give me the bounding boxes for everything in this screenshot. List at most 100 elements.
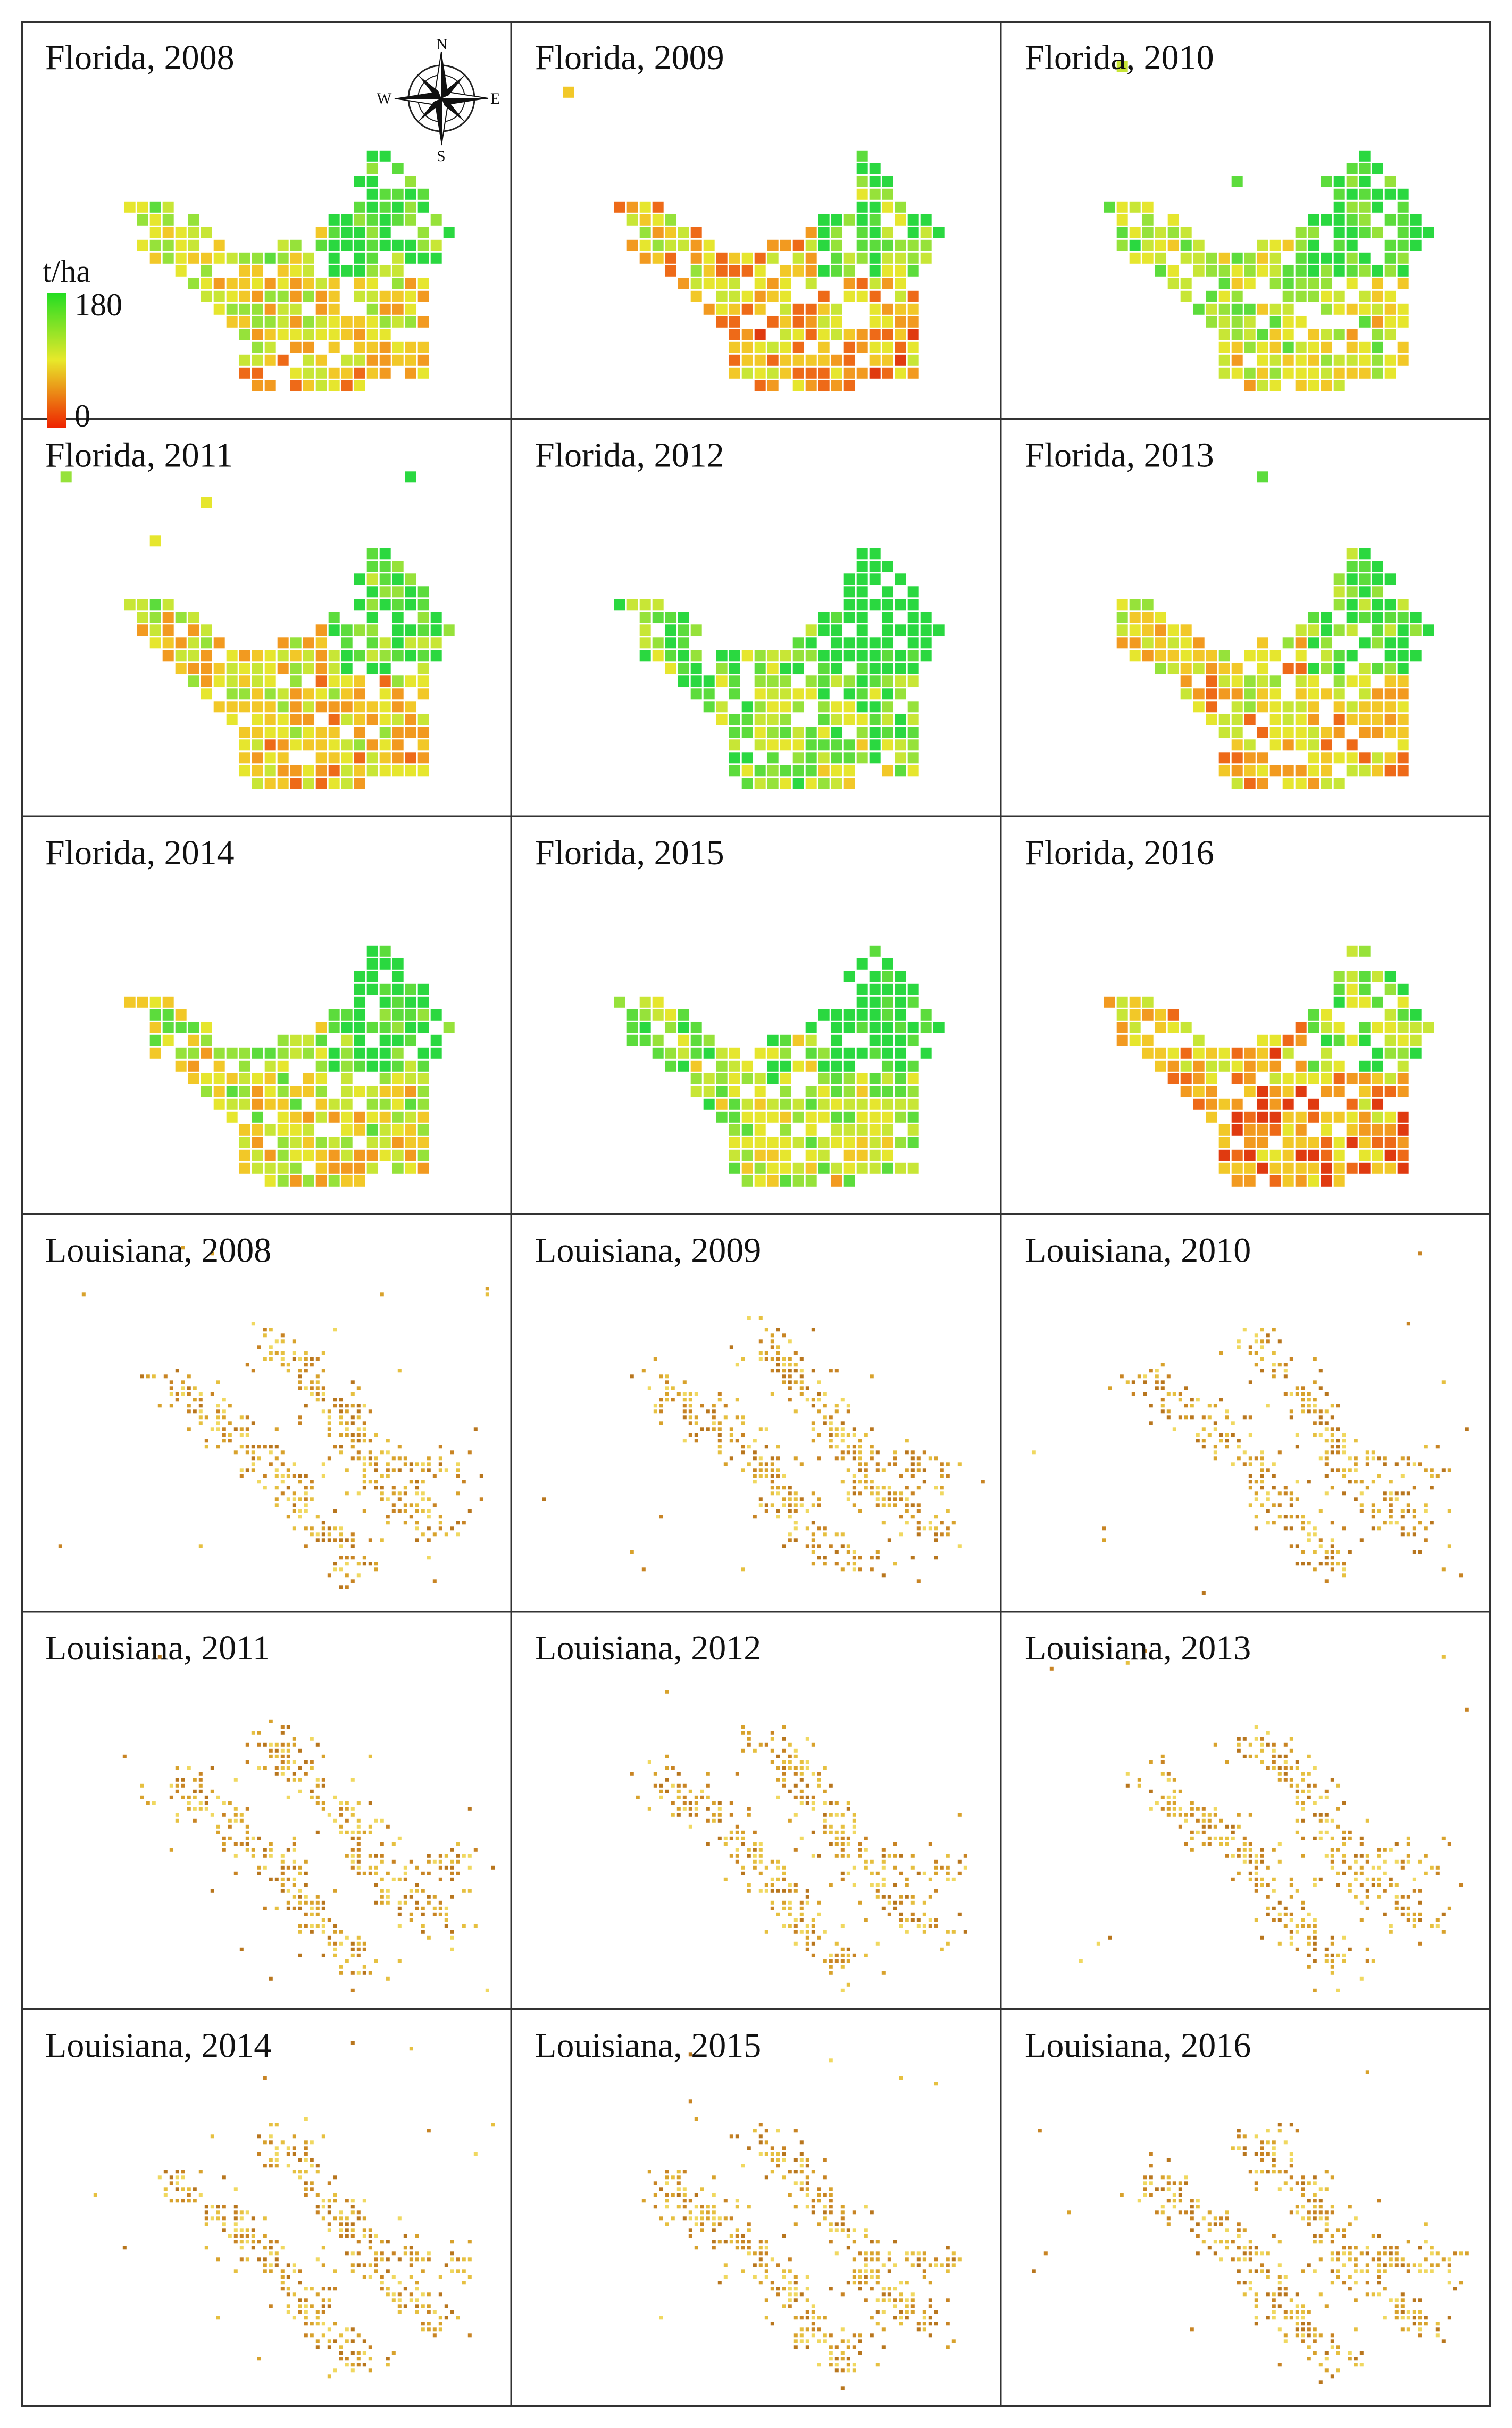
yield-field-cell xyxy=(690,239,702,251)
yield-field-cell xyxy=(350,1532,355,1537)
yield-field-cell xyxy=(193,1789,197,1793)
yield-field-cell xyxy=(341,214,353,226)
yield-field-cell xyxy=(678,239,689,251)
yield-field-cell xyxy=(1430,1474,1434,1478)
yield-field-cell xyxy=(1371,1515,1375,1519)
yield-field-cell xyxy=(934,1538,938,1542)
yield-field-cell xyxy=(1116,239,1128,251)
yield-field-cell xyxy=(788,1386,792,1390)
yield-field-cell xyxy=(682,2193,687,2197)
yield-field-cell xyxy=(1342,1854,1346,1858)
yield-field-cell xyxy=(780,1034,791,1046)
yield-field-cell xyxy=(780,278,791,289)
yield-field-cell xyxy=(198,1783,203,1788)
yield-field-cell xyxy=(1167,637,1179,649)
yield-field-cell xyxy=(366,1137,378,1148)
yield-field-cell xyxy=(1441,1930,1446,1934)
yield-field-cell xyxy=(1260,1462,1264,1466)
yield-field-cell xyxy=(1384,573,1396,585)
yield-field-cell xyxy=(1260,1345,1264,1349)
yield-field-cell xyxy=(1225,1842,1229,1846)
yield-field-cell xyxy=(327,1941,331,1946)
yield-field-cell xyxy=(829,1971,833,1975)
yield-field-cell xyxy=(417,996,429,1008)
yield-field-cell xyxy=(292,1836,296,1840)
yield-field-cell xyxy=(1308,1073,1319,1084)
yield-field-cell xyxy=(1143,1380,1147,1384)
yield-field-cell xyxy=(776,1369,780,1373)
yield-field-cell xyxy=(818,1098,830,1110)
yield-field-cell xyxy=(379,599,391,611)
yield-field-cell xyxy=(652,650,664,662)
yield-field-cell xyxy=(233,2240,238,2244)
yield-field-cell xyxy=(770,2146,774,2150)
yield-field-cell xyxy=(682,1807,687,1811)
yield-field-cell xyxy=(1308,252,1319,264)
yield-field-cell xyxy=(397,1912,402,1916)
yield-field-cell xyxy=(764,2275,768,2279)
yield-field-cell xyxy=(799,1392,804,1396)
yield-field-cell xyxy=(846,1409,850,1414)
yield-field-cell xyxy=(315,1098,327,1110)
yield-field-cell xyxy=(1266,1521,1270,1525)
yield-field-cell xyxy=(366,150,378,162)
yield-field-cell xyxy=(870,2257,874,2262)
yield-field-cell xyxy=(910,1895,915,1899)
yield-field-cell xyxy=(1155,1386,1159,1390)
yield-field-cell xyxy=(1359,765,1371,777)
yield-field-cell xyxy=(1389,1491,1393,1496)
yield-field-cell xyxy=(226,1111,238,1123)
yield-field-cell xyxy=(303,278,314,289)
yield-field-cell xyxy=(405,1073,416,1084)
yield-field-cell xyxy=(1277,1515,1282,1519)
yield-field-cell xyxy=(333,1889,337,1893)
yield-field-cell xyxy=(1465,1707,1469,1712)
yield-field-cell xyxy=(405,714,416,725)
yield-field-cell xyxy=(754,688,766,700)
yield-field-cell xyxy=(1301,1818,1305,1823)
yield-field-cell xyxy=(303,380,314,391)
yield-field-cell xyxy=(676,2181,681,2185)
yield-field-cell xyxy=(380,1895,384,1899)
yield-field-cell xyxy=(829,2199,833,2203)
yield-field-cell xyxy=(1257,1124,1268,1136)
yield-field-cell xyxy=(870,1445,874,1449)
yield-field-cell xyxy=(362,1404,366,1408)
yield-field-cell xyxy=(1180,650,1192,662)
yield-field-cell xyxy=(239,688,250,700)
yield-field-cell xyxy=(1321,278,1332,289)
yield-field-cell xyxy=(345,1421,349,1425)
yield-field-cell xyxy=(374,2257,378,2262)
yield-field-cell xyxy=(907,612,919,623)
yield-field-cell xyxy=(1383,1456,1387,1461)
yield-field-cell xyxy=(1313,1421,1317,1425)
yield-field-cell xyxy=(1254,1877,1258,1881)
yield-field-cell xyxy=(1313,1357,1317,1361)
yield-field-cell xyxy=(1321,1111,1332,1123)
yield-field-cell xyxy=(665,1386,669,1390)
yield-field-cell xyxy=(450,1859,454,1864)
yield-field-cell xyxy=(1282,663,1294,674)
yield-field-cell xyxy=(690,663,702,674)
yield-field-cell xyxy=(831,714,842,725)
yield-field-cell xyxy=(1333,354,1345,366)
yield-field-cell xyxy=(665,239,676,251)
yield-field-cell xyxy=(1346,188,1358,200)
yield-field-cell xyxy=(1269,380,1281,391)
yield-field-cell xyxy=(421,2292,425,2297)
yield-field-cell xyxy=(290,329,302,340)
yield-field-cell xyxy=(1231,1124,1243,1136)
yield-field-cell xyxy=(1359,1137,1371,1148)
yield-field-cell xyxy=(456,1462,460,1466)
yield-field-cell xyxy=(780,675,791,687)
yield-field-cell xyxy=(843,1086,855,1097)
yield-field-cell xyxy=(350,1439,355,1443)
yield-field-cell xyxy=(1346,714,1358,725)
yield-field-cell xyxy=(1206,650,1217,662)
yield-field-cell xyxy=(1313,1801,1317,1805)
yield-field-cell xyxy=(1346,548,1358,560)
yield-field-cell xyxy=(280,2275,285,2279)
yield-field-cell xyxy=(1307,1965,1311,1969)
yield-field-cell xyxy=(341,1047,353,1059)
yield-field-cell xyxy=(823,1824,827,1829)
